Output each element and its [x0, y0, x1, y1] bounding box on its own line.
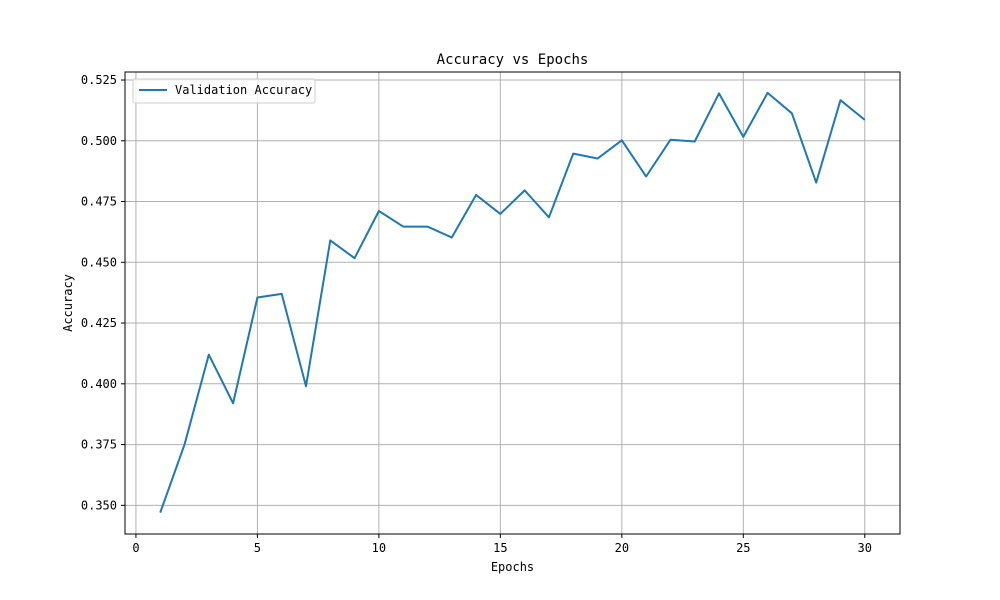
x-axis-label: Epochs: [491, 560, 534, 574]
y-axis-label: Accuracy: [61, 274, 75, 332]
legend-box: [132, 78, 316, 104]
y-tick-label: 0.400: [81, 377, 117, 391]
x-tick-label: 15: [493, 541, 507, 555]
legend: Validation Accuracy: [132, 78, 316, 104]
axis-ticks: 0 5 10 15 20 25 30 0.350 0.375 0.400 0.425 0.450 0.4…: [81, 73, 872, 555]
x-tick-label: 10: [372, 541, 386, 555]
series-line-validation-accuracy: [159, 91, 866, 513]
x-tick-label: 25: [736, 541, 750, 555]
x-tick-label: 20: [615, 541, 629, 555]
y-tick-label: 0.375: [81, 438, 117, 452]
chart-title: Accuracy vs Epochs: [437, 52, 589, 68]
x-tick-label: 5: [254, 541, 261, 555]
plot-area-frame: [124, 71, 901, 535]
y-tick-label: 0.450: [81, 255, 117, 269]
x-tick-label: 30: [858, 541, 872, 555]
x-tick-label: 0: [132, 541, 139, 555]
y-tick-label: 0.525: [81, 73, 117, 87]
grid-lines: [125, 72, 900, 534]
legend-label: Validation Accuracy: [175, 83, 312, 97]
y-tick-label: 0.475: [81, 195, 117, 209]
series-layer: [159, 91, 866, 513]
y-tick-label: 0.425: [81, 316, 117, 330]
y-tick-label: 0.350: [81, 498, 117, 512]
y-tick-label: 0.500: [81, 134, 117, 148]
